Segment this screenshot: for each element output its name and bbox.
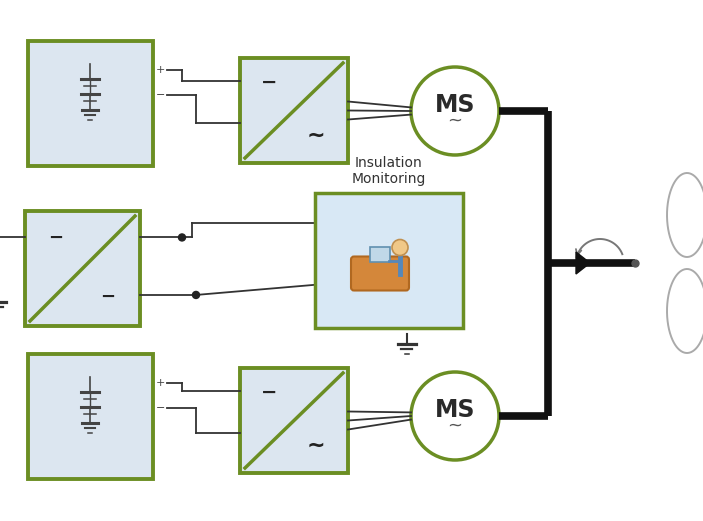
Text: ~: ~ <box>307 126 325 146</box>
Text: MS: MS <box>434 93 475 117</box>
Text: −: − <box>261 382 278 402</box>
Text: −: − <box>156 403 165 413</box>
Bar <box>28 354 153 479</box>
Text: Insulation
Monitoring: Insulation Monitoring <box>352 156 426 186</box>
Circle shape <box>179 234 186 241</box>
Bar <box>240 368 348 473</box>
Bar <box>28 41 153 166</box>
Text: −: − <box>101 288 115 306</box>
Bar <box>370 246 390 262</box>
Circle shape <box>411 67 499 155</box>
Text: −: − <box>261 72 278 92</box>
Bar <box>315 193 463 328</box>
Bar <box>25 211 140 326</box>
Polygon shape <box>576 252 590 274</box>
Text: ~: ~ <box>448 417 463 435</box>
Text: +: + <box>156 65 165 75</box>
Text: −: − <box>49 228 63 246</box>
Text: MS: MS <box>434 398 475 422</box>
Text: ~: ~ <box>448 112 463 130</box>
Circle shape <box>411 372 499 460</box>
Circle shape <box>193 291 200 299</box>
Circle shape <box>392 240 408 255</box>
Text: ~: ~ <box>307 436 325 456</box>
Text: −: − <box>156 90 165 100</box>
Text: +: + <box>156 378 165 388</box>
Bar <box>240 58 348 163</box>
FancyBboxPatch shape <box>351 256 409 291</box>
